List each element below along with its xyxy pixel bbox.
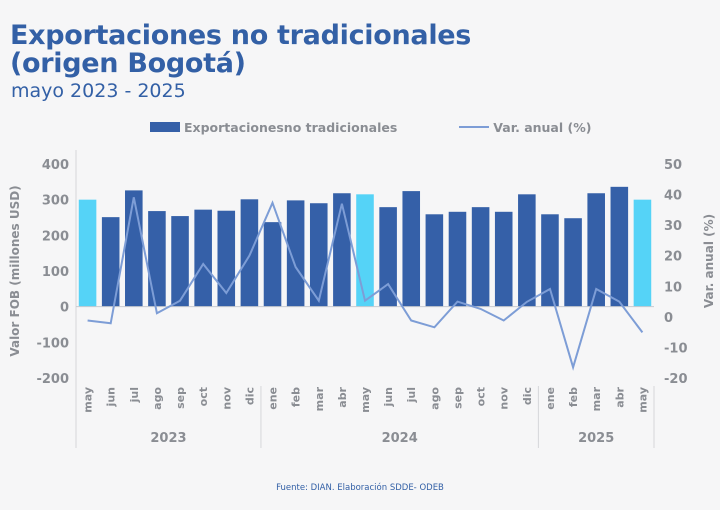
title-line-1: Exportaciones no tradicionales xyxy=(10,20,472,51)
bar xyxy=(564,218,582,307)
left-axis-title: Valor FOB (millones USD) xyxy=(8,185,22,356)
month-label: sep xyxy=(451,387,464,409)
month-label: jul xyxy=(128,387,141,403)
month-label: oct xyxy=(475,387,488,406)
right-tick-label: 40 xyxy=(664,189,682,204)
bar xyxy=(587,193,605,307)
right-tick-label: -20 xyxy=(664,372,688,387)
month-label: dic xyxy=(521,387,534,405)
month-label: dic xyxy=(243,387,256,405)
bar xyxy=(333,193,351,307)
bar xyxy=(286,200,305,307)
month-label: ago xyxy=(151,387,164,410)
left-tick-label: 300 xyxy=(42,194,69,209)
left-tick-label: -200 xyxy=(36,372,69,387)
month-label: oct xyxy=(197,387,210,406)
bar xyxy=(494,211,513,307)
bar xyxy=(425,214,444,307)
year-label: 2025 xyxy=(578,431,614,446)
bar xyxy=(78,199,97,307)
bar xyxy=(610,186,629,307)
month-label: may xyxy=(359,387,372,413)
month-label: jul xyxy=(405,387,418,403)
month-label: jun xyxy=(105,387,118,407)
right-tick-label: 20 xyxy=(664,250,682,265)
bar xyxy=(448,211,467,307)
right-axis-title: Var. anual (%) xyxy=(702,214,716,308)
bar xyxy=(263,222,282,307)
bar xyxy=(101,217,120,307)
month-label: sep xyxy=(174,387,187,409)
bar xyxy=(194,209,212,307)
left-tick-label: -100 xyxy=(36,336,69,351)
left-tick-label: 0 xyxy=(60,301,69,316)
month-label: nov xyxy=(498,386,511,409)
month-label: mar xyxy=(590,386,603,411)
bar xyxy=(125,190,143,307)
month-label: jun xyxy=(382,387,395,407)
month-label: abr xyxy=(613,386,626,407)
year-label: 2024 xyxy=(382,431,418,446)
legend-bar-swatch xyxy=(150,122,180,132)
month-label: may xyxy=(636,387,649,413)
year-label: 2023 xyxy=(150,431,186,446)
bar xyxy=(633,199,652,307)
right-tick-label: 50 xyxy=(664,158,682,173)
right-tick-label: 10 xyxy=(664,280,682,295)
month-label: feb xyxy=(290,387,303,407)
legend-line-label: Var. anual (%) xyxy=(493,119,592,135)
month-label: feb xyxy=(567,387,580,407)
month-label: ene xyxy=(267,387,280,410)
bar xyxy=(171,216,189,307)
left-tick-label: 400 xyxy=(42,158,69,173)
legend-item-line: Var. anual (%) xyxy=(459,120,591,135)
month-label: abr xyxy=(336,386,349,407)
chart-title: Exportaciones no tradicionales (origen B… xyxy=(10,22,471,78)
bar xyxy=(518,194,536,307)
month-label: mar xyxy=(313,386,326,411)
bar xyxy=(148,211,166,307)
right-tick-label: -10 xyxy=(664,341,688,356)
legend-bar-label: Exportacionesno tradicionales xyxy=(184,119,398,135)
month-label: ago xyxy=(428,387,441,410)
month-label: nov xyxy=(220,386,233,409)
legend: Exportacionesno tradicionales Var. anual… xyxy=(150,118,591,136)
bar xyxy=(240,199,259,307)
bar xyxy=(471,207,490,307)
bar xyxy=(402,191,421,307)
bar xyxy=(356,194,374,307)
month-label: may xyxy=(82,387,95,413)
legend-line-swatch xyxy=(459,126,490,128)
source-note: Fuente: DIAN. Elaboración SDDE- ODEB xyxy=(276,483,444,493)
left-tick-label: 200 xyxy=(42,229,69,244)
right-tick-label: 0 xyxy=(664,311,673,326)
bar xyxy=(379,207,397,307)
chart-subtitle: mayo 2023 - 2025 xyxy=(11,80,186,102)
bar xyxy=(541,214,559,307)
legend-item-bars: Exportacionesno tradicionales xyxy=(150,120,397,135)
var-anual-line xyxy=(87,197,644,371)
title-line-2: (origen Bogotá) xyxy=(10,48,246,79)
right-tick-label: 30 xyxy=(664,219,682,234)
month-label: ene xyxy=(544,387,557,410)
bar xyxy=(217,210,236,307)
left-tick-label: 100 xyxy=(42,265,69,280)
